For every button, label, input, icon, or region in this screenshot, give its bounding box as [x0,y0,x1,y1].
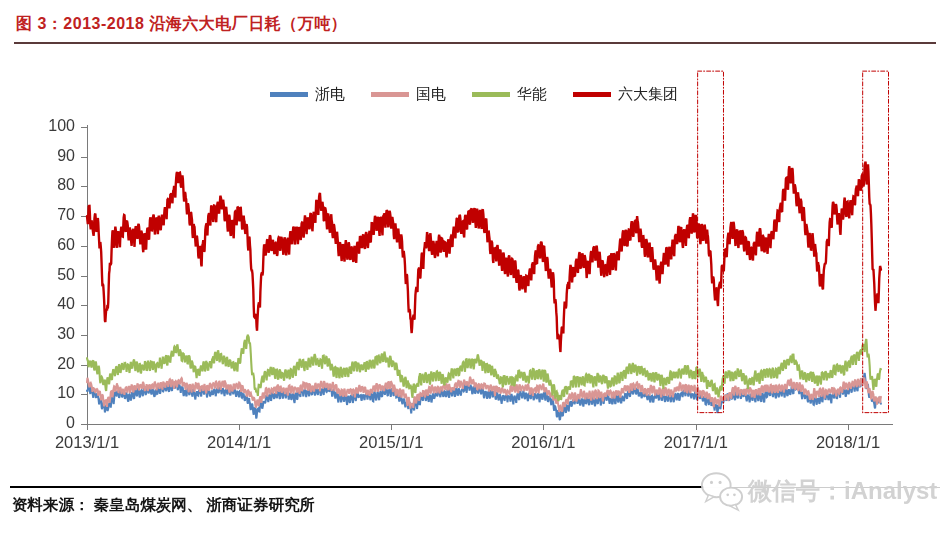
y-tick-label: 70 [35,206,75,224]
y-tick-label: 10 [35,384,75,402]
footer-divider [10,486,704,488]
wechat-icon [699,469,745,513]
y-tick-label: 60 [35,236,75,254]
y-tick-label: 90 [35,147,75,165]
y-tick-label: 100 [35,117,75,135]
legend-item-1: 国电 [371,85,446,104]
y-tick-label: 20 [35,355,75,373]
x-tick-label: 2016/1/1 [495,433,591,452]
legend-item-0: 浙电 [270,85,345,104]
legend-label: 六大集团 [618,85,678,104]
x-tick-label: 2018/1/1 [800,433,896,452]
legend-swatch [472,92,510,97]
watermark: 微信号：iAnalyst [699,469,937,513]
figure-page: 图 3：2013-2018 沿海六大电厂日耗（万吨） 浙电国电华能六大集团 01… [0,0,948,535]
legend-item-3: 六大集团 [573,85,678,104]
legend-swatch [573,92,611,97]
y-tick-label: 50 [35,266,75,284]
x-tick-label: 2017/1/1 [648,433,744,452]
y-tick-label: 30 [35,325,75,343]
legend-swatch [371,92,409,97]
source-note: 资料来源： 秦皇岛煤炭网、 浙商证券研究所 [12,495,315,516]
x-tick-label: 2013/1/1 [39,433,135,452]
x-tick-label: 2015/1/1 [343,433,439,452]
y-tick-label: 40 [35,295,75,313]
legend-label: 浙电 [315,85,345,104]
legend-label: 国电 [416,85,446,104]
x-tick-label: 2014/1/1 [191,433,287,452]
y-tick-label: 80 [35,176,75,194]
watermark-text: 微信号：iAnalyst [748,475,937,507]
y-tick-label: 0 [35,414,75,432]
chart-legend: 浙电 国电 华能 六大集团 [0,85,948,104]
legend-label: 华能 [517,85,547,104]
legend-swatch [270,92,308,97]
line-chart-canvas [0,0,948,535]
legend-item-2: 华能 [472,85,547,104]
